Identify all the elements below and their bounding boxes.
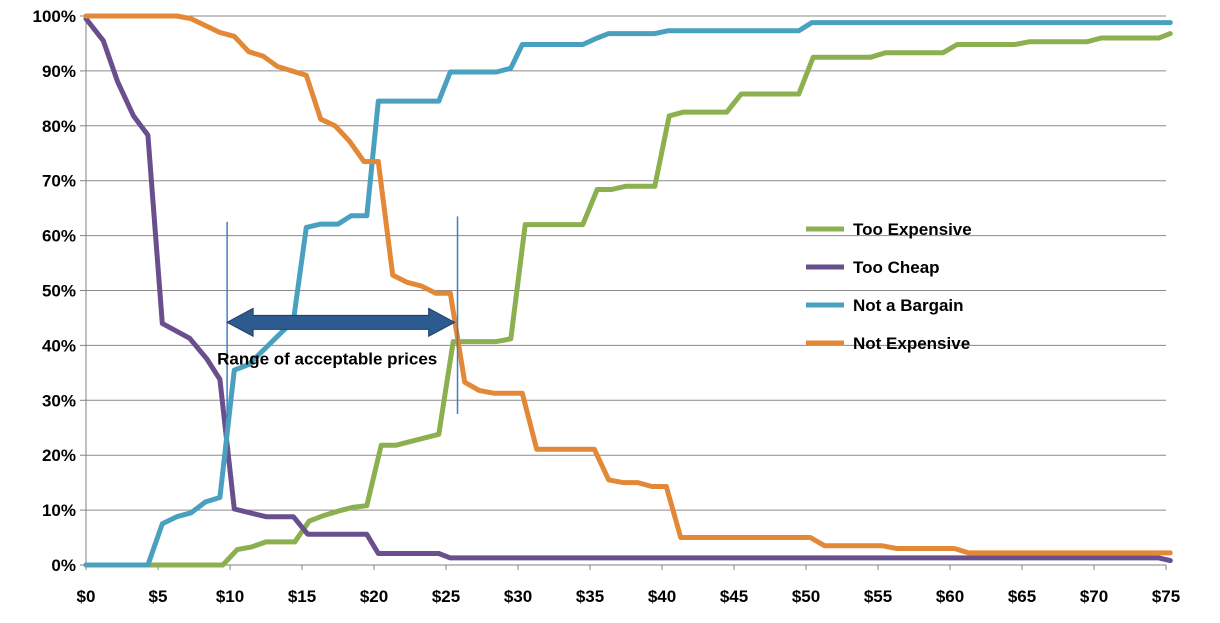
series-line-too-expensive xyxy=(83,31,1173,568)
gridlines xyxy=(86,15,1166,511)
x-tick-label: $70 xyxy=(1080,587,1108,606)
y-tick-label: 10% xyxy=(42,501,76,520)
x-tick-label: $0 xyxy=(77,587,96,606)
x-tick-label: $40 xyxy=(648,587,676,606)
x-tick-label: $50 xyxy=(792,587,820,606)
series-line-not-a-bargain xyxy=(83,20,1173,568)
y-tick-label: 90% xyxy=(42,62,76,81)
x-tick-label: $35 xyxy=(576,587,604,606)
legend: Too Expensive Too Cheap Not a Bargain Not E… xyxy=(806,220,972,353)
axes xyxy=(80,15,1167,570)
series-lines xyxy=(83,13,1173,568)
y-tick-label: 40% xyxy=(42,336,76,355)
y-tick-label: 0% xyxy=(51,556,76,575)
x-tick-label: $30 xyxy=(504,587,532,606)
x-tick-label: $60 xyxy=(936,587,964,606)
x-tick-label: $25 xyxy=(432,587,460,606)
legend-label-too-expensive: Too Expensive xyxy=(853,220,972,239)
y-tick-label: 80% xyxy=(42,117,76,136)
range-double-arrow xyxy=(226,307,456,338)
x-tick-label: $55 xyxy=(864,587,892,606)
x-tick-label: $5 xyxy=(149,587,168,606)
y-tick-label: 50% xyxy=(42,282,76,301)
x-tick-label: $75 xyxy=(1152,587,1180,606)
legend-label-too-cheap: Too Cheap xyxy=(853,258,940,277)
y-tick-label: 20% xyxy=(42,446,76,465)
y-tick-label: 30% xyxy=(42,391,76,410)
x-axis-tick-labels: $0 $5 $10 $15 $20 $25 $30 $35 $40 $45 $50 $55 $60 $65… xyxy=(77,587,1181,606)
range-label: Range of acceptable prices xyxy=(217,349,437,368)
series-line-not-expensive xyxy=(83,13,1173,556)
x-tick-label: $45 xyxy=(720,587,748,606)
legend-label-not-expensive: Not Expensive xyxy=(853,334,970,353)
x-tick-label: $20 xyxy=(360,587,388,606)
series-line-too-cheap xyxy=(83,16,1173,564)
y-tick-label: 70% xyxy=(42,172,76,191)
x-tick-label: $15 xyxy=(288,587,316,606)
x-tick-label: $10 xyxy=(216,587,244,606)
range-annotation: Range of acceptable prices xyxy=(217,216,459,417)
y-axis-tick-labels: 0% 10% 20% 30% 40% 50% 60% 70% 80% 90% 100% xyxy=(33,7,76,575)
x-tick-label: $65 xyxy=(1008,587,1036,606)
y-tick-label: 100% xyxy=(33,7,76,26)
y-tick-label: 60% xyxy=(42,227,76,246)
legend-label-not-a-bargain: Not a Bargain xyxy=(853,296,964,315)
